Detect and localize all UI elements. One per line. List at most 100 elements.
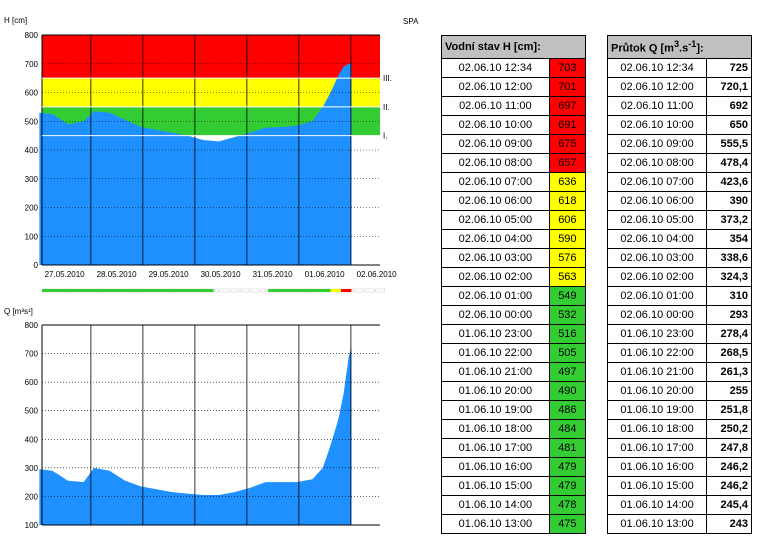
table-row: 02.06.10 02:00 563: [441, 267, 587, 287]
y-tick-label: 800: [25, 321, 39, 330]
table-row: 01.06.10 16:00 479: [441, 457, 587, 477]
status-cell: [229, 288, 240, 293]
table-row: 01.06.10 19:00 251,8: [606, 400, 752, 420]
value-cell: 390: [706, 191, 752, 211]
y-tick-label: 400: [25, 146, 39, 155]
value-cell: 650: [706, 115, 752, 135]
table-row: 02.06.10 08:00 478,4: [606, 153, 752, 173]
time-cell: 02.06.10 05:00: [606, 210, 708, 230]
value-cell: 261,3: [706, 362, 752, 382]
value-cell: 354: [706, 229, 752, 249]
time-cell: 01.06.10 21:00: [441, 362, 550, 382]
table-row: 01.06.10 14:00 245,4: [606, 495, 752, 515]
table-row: 02.06.10 06:00 618: [441, 191, 587, 211]
q-chart: 100 200 300 400 500 600 700 800: [25, 321, 380, 530]
table-row: 01.06.10 23:00 278,4: [606, 324, 752, 344]
water-level-header: Vodní stav H [cm]:: [441, 35, 586, 59]
y-tick-label: 500: [25, 407, 39, 416]
value-cell: 532: [548, 305, 587, 325]
table-row: 02.06.10 12:34 725: [606, 58, 752, 78]
value-cell: 590: [548, 229, 587, 249]
time-cell: 01.06.10 19:00: [606, 400, 708, 420]
x-tick-label: 27.05.2010: [45, 270, 86, 279]
time-cell: 01.06.10 15:00: [606, 476, 708, 496]
y-tick-label: 200: [25, 492, 39, 501]
value-cell: 247,8: [706, 438, 752, 458]
time-cell: 02.06.10 05:00: [441, 210, 550, 230]
discharge-header-sup1: 3: [673, 39, 680, 50]
discharge-header-suffix: ]:: [696, 42, 704, 55]
station-label: SPA: [403, 17, 419, 26]
table-row: 01.06.10 21:00 261,3: [606, 362, 752, 382]
value-cell: 692: [706, 96, 752, 116]
status-cell: [354, 288, 365, 293]
discharge-table: Průtok Q [m3.s-1]: 02.06.10 12:34 725 02.0…: [606, 35, 752, 534]
time-cell: 01.06.10 18:00: [606, 419, 708, 439]
value-cell: 555,5: [706, 134, 752, 154]
table-row: 01.06.10 18:00 484: [441, 419, 587, 439]
value-cell: 255: [706, 381, 752, 401]
hydrograph-charts: H [cm] SPA Q [m³s¹] 0 100 200 300 400 500 600 7…: [4, 16, 419, 530]
value-cell: 251,8: [706, 400, 752, 420]
time-cell: 02.06.10 10:00: [606, 115, 708, 135]
value-cell: 490: [548, 381, 587, 401]
value-cell: 324,3: [706, 267, 752, 287]
value-cell: 481: [548, 438, 587, 458]
time-cell: 01.06.10 15:00: [441, 476, 550, 496]
x-tick-label: 29.05.2010: [149, 270, 190, 279]
table-row: 01.06.10 18:00 250,2: [606, 419, 752, 439]
value-cell: 657: [548, 153, 587, 173]
status-cell: [365, 288, 375, 293]
y-tick-label: 500: [25, 117, 39, 126]
time-cell: 02.06.10 00:00: [606, 305, 708, 325]
table-row: 01.06.10 20:00 255: [606, 381, 752, 401]
status-cell: [375, 288, 385, 293]
series-area: [39, 62, 352, 266]
time-cell: 02.06.10 08:00: [606, 153, 708, 173]
table-row: 02.06.10 04:00 590: [441, 229, 587, 249]
threshold-label: I.: [383, 132, 387, 141]
time-cell: 02.06.10 03:00: [606, 248, 708, 268]
time-cell: 01.06.10 17:00: [606, 438, 708, 458]
y-tick-label: 100: [25, 521, 39, 530]
table-row: 02.06.10 11:00 697: [441, 96, 587, 116]
table-row: 02.06.10 01:00 549: [441, 286, 587, 306]
time-cell: 02.06.10 02:00: [441, 267, 550, 287]
table-row: 01.06.10 23:00 516: [441, 324, 587, 344]
x-tick-label: 30.05.2010: [201, 270, 242, 279]
value-cell: 268,5: [706, 343, 752, 363]
value-cell: 505: [548, 343, 587, 363]
table-row: 02.06.10 00:00 532: [441, 305, 587, 325]
status-segment: [330, 289, 341, 292]
time-cell: 02.06.10 09:00: [606, 134, 708, 154]
value-cell: 479: [548, 457, 587, 477]
value-cell: 373,2: [706, 210, 752, 230]
value-cell: 563: [548, 267, 587, 287]
x-tick-label: 02.06.2010: [357, 270, 398, 279]
time-cell: 02.06.10 09:00: [441, 134, 550, 154]
time-cell: 01.06.10 14:00: [441, 495, 550, 515]
table-row: 01.06.10 19:00 486: [441, 400, 587, 420]
value-cell: 618: [548, 191, 587, 211]
table-row: 01.06.10 13:00 475: [441, 514, 587, 534]
y-tick-label: 600: [25, 378, 39, 387]
table-row: 02.06.10 03:00 338,6: [606, 248, 752, 268]
value-cell: 701: [548, 77, 587, 97]
time-cell: 02.06.10 06:00: [441, 191, 550, 211]
value-cell: 725: [706, 58, 752, 78]
time-cell: 02.06.10 11:00: [606, 96, 708, 116]
time-cell: 01.06.10 19:00: [441, 400, 550, 420]
time-cell: 01.06.10 23:00: [441, 324, 550, 344]
q-axis-title: Q [m³s¹]: [4, 307, 33, 316]
time-cell: 01.06.10 16:00: [606, 457, 708, 477]
table-row: 02.06.10 04:00 354: [606, 229, 752, 249]
y-tick-label: 800: [25, 31, 39, 40]
value-cell: 484: [548, 419, 587, 439]
table-row: 01.06.10 15:00 479: [441, 476, 587, 496]
time-cell: 02.06.10 10:00: [441, 115, 550, 135]
value-cell: 675: [548, 134, 587, 154]
time-cell: 02.06.10 12:34: [606, 58, 708, 78]
y-tick-label: 700: [25, 350, 39, 359]
value-cell: 243: [706, 514, 752, 534]
time-cell: 02.06.10 04:00: [441, 229, 550, 249]
